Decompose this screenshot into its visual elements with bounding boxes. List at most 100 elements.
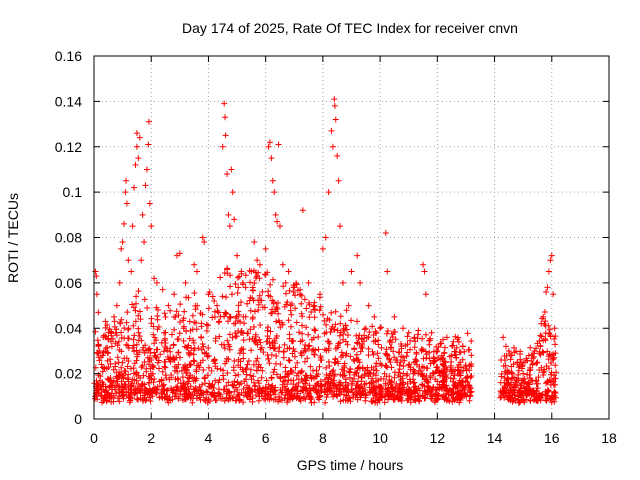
data-point <box>354 252 361 259</box>
data-point <box>199 234 206 241</box>
data-point <box>357 279 364 286</box>
data-point <box>251 239 258 246</box>
data-point <box>219 143 226 150</box>
data-point <box>205 291 212 298</box>
y-tick-label: 0.04 <box>55 320 82 336</box>
data-point <box>544 284 551 291</box>
x-tick-label: 14 <box>487 430 503 446</box>
data-point <box>165 302 172 309</box>
data-point <box>531 347 538 354</box>
y-tick-label: 0.12 <box>55 139 82 155</box>
data-point <box>285 268 292 275</box>
data-point <box>331 96 338 103</box>
data-point <box>274 218 281 225</box>
x-tick-label: 16 <box>544 430 560 446</box>
data-point <box>201 239 208 246</box>
y-tick-label: 0.02 <box>55 366 82 382</box>
data-point <box>176 250 183 257</box>
data-point <box>125 257 132 264</box>
data-point <box>122 189 129 196</box>
data-point <box>138 257 145 264</box>
data-point <box>231 216 238 223</box>
dense-point-cloud <box>91 265 560 406</box>
data-point <box>322 234 329 241</box>
data-point <box>534 359 541 366</box>
data-point <box>132 161 139 168</box>
data-point <box>139 211 146 218</box>
y-tick-label: 0.1 <box>63 184 83 200</box>
data-point <box>105 336 112 343</box>
data-point <box>242 284 249 291</box>
data-point <box>148 223 155 230</box>
data-point <box>221 100 228 107</box>
data-point <box>119 239 126 246</box>
data-point <box>224 170 231 177</box>
data-point <box>254 257 261 264</box>
data-point <box>377 325 384 332</box>
data-point <box>271 189 278 196</box>
data-point <box>135 155 142 162</box>
data-point <box>229 189 236 196</box>
data-point <box>331 102 338 109</box>
data-point <box>123 177 130 184</box>
data-point <box>269 177 276 184</box>
data-point <box>500 334 507 341</box>
data-point <box>276 223 283 230</box>
data-point <box>332 116 339 123</box>
data-point <box>503 343 509 350</box>
data-point <box>222 132 229 139</box>
data-point <box>291 284 298 291</box>
y-tick-label: 0.08 <box>55 230 82 246</box>
y-tick-label: 0.06 <box>55 275 82 291</box>
data-point <box>545 268 552 275</box>
data-point <box>348 268 355 275</box>
data-point <box>275 141 282 148</box>
data-point <box>93 291 100 298</box>
data-point <box>505 347 512 354</box>
data-point <box>514 359 521 366</box>
data-point <box>142 182 149 189</box>
data-point <box>145 141 152 148</box>
x-tick-label: 6 <box>262 430 270 446</box>
data-point <box>299 207 306 214</box>
data-point <box>305 279 312 286</box>
x-tick-label: 8 <box>319 430 327 446</box>
x-axis-label: GPS time / hours <box>297 457 404 473</box>
data-point <box>365 302 372 309</box>
data-point <box>153 279 160 286</box>
data-point <box>121 220 128 227</box>
data-point <box>382 229 389 236</box>
data-point <box>400 325 406 332</box>
x-tick-label: 2 <box>147 430 155 446</box>
x-tick-label: 10 <box>372 430 388 446</box>
data-point <box>95 309 102 316</box>
data-point <box>141 239 148 246</box>
data-point <box>551 325 558 332</box>
data-point <box>405 329 412 336</box>
data-point <box>457 359 464 366</box>
data-point <box>111 313 118 320</box>
data-point <box>146 200 153 207</box>
data-point <box>129 223 136 230</box>
data-point <box>248 268 255 275</box>
data-point <box>92 268 99 275</box>
data-point <box>143 166 150 173</box>
dense-data-band <box>91 265 560 406</box>
x-tick-label: 4 <box>205 430 213 446</box>
data-point <box>272 211 279 218</box>
y-tick-label: 0 <box>74 411 82 427</box>
data-point <box>543 288 550 295</box>
data-point <box>448 352 455 359</box>
data-point <box>329 143 336 150</box>
data-point <box>428 329 435 336</box>
data-point <box>384 268 391 275</box>
data-point <box>214 302 221 309</box>
data-point <box>335 177 342 184</box>
data-point <box>128 268 135 275</box>
data-point <box>133 130 140 137</box>
data-point <box>550 291 557 298</box>
data-point <box>194 268 200 275</box>
data-point <box>151 275 158 282</box>
data-point <box>334 152 341 159</box>
data-point <box>211 298 218 305</box>
